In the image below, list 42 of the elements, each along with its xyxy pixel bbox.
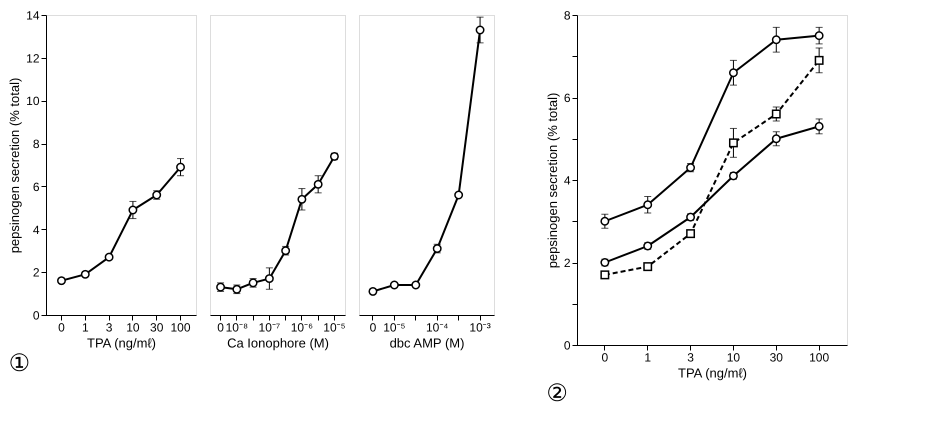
x-tick-label: 10⁻⁵ — [383, 320, 406, 334]
y-tick-label: 6 — [564, 91, 571, 105]
x-tick-label: 30 — [150, 320, 164, 334]
y-tick-label: 4 — [564, 174, 571, 188]
y-tick-label: 2 — [32, 266, 40, 280]
x-axis-title: Ca Ionophore (M) — [227, 336, 329, 350]
y-tick-label: 6 — [32, 180, 40, 194]
text: ② — [546, 379, 568, 407]
y-tick-label: 0 — [564, 338, 571, 352]
x-axis-title: TPA (ng/mℓ) — [678, 366, 747, 380]
x-tick-label: 100 — [809, 350, 830, 364]
x-tick-label: 10 — [126, 320, 140, 334]
x-tick-label: 0 — [370, 320, 377, 334]
x-tick-label: 3 — [106, 320, 113, 334]
y-tick-label: 2 — [564, 256, 571, 270]
x-axis-title: TPA (ng/mℓ) — [87, 336, 156, 350]
x-axis-title: dbc AMP (M) — [390, 336, 464, 350]
y-axis-title: pepsinogen secretion (% total) — [7, 78, 22, 254]
y-tick-label: 8 — [32, 137, 40, 152]
x-tick-label: 10⁻³ — [469, 320, 491, 334]
x-tick-label: 0 — [602, 350, 609, 364]
y-axis-title: pepsinogen secretion (% total) — [544, 92, 560, 268]
y-tick-label: 8 — [564, 8, 571, 22]
x-tick-label: 10⁻⁵ — [323, 320, 346, 334]
x-tick-label: 100 — [170, 320, 191, 334]
x-tick-label: 10⁻⁸ — [226, 320, 248, 334]
y-tick-label: 14 — [26, 8, 40, 22]
text: ① — [8, 349, 30, 377]
x-tick-label: 3 — [687, 350, 694, 364]
y-tick-label: 10 — [26, 94, 40, 108]
y-tick-label: 0 — [32, 308, 40, 322]
x-tick-label: 30 — [770, 350, 784, 364]
x-tick-label: 1 — [644, 350, 652, 364]
y-tick-label: 12 — [26, 51, 40, 66]
x-tick-label: 10⁻⁷ — [258, 320, 280, 334]
x-tick-label: 0 — [58, 320, 66, 334]
x-tick-label: 1 — [82, 320, 89, 334]
x-tick-label: 0 — [217, 320, 224, 334]
x-tick-label: 10 — [726, 350, 740, 364]
y-tick-label: 4 — [32, 222, 40, 237]
x-tick-label: 10⁻⁶ — [290, 320, 314, 334]
x-tick-label: 10⁻⁴ — [426, 320, 448, 334]
